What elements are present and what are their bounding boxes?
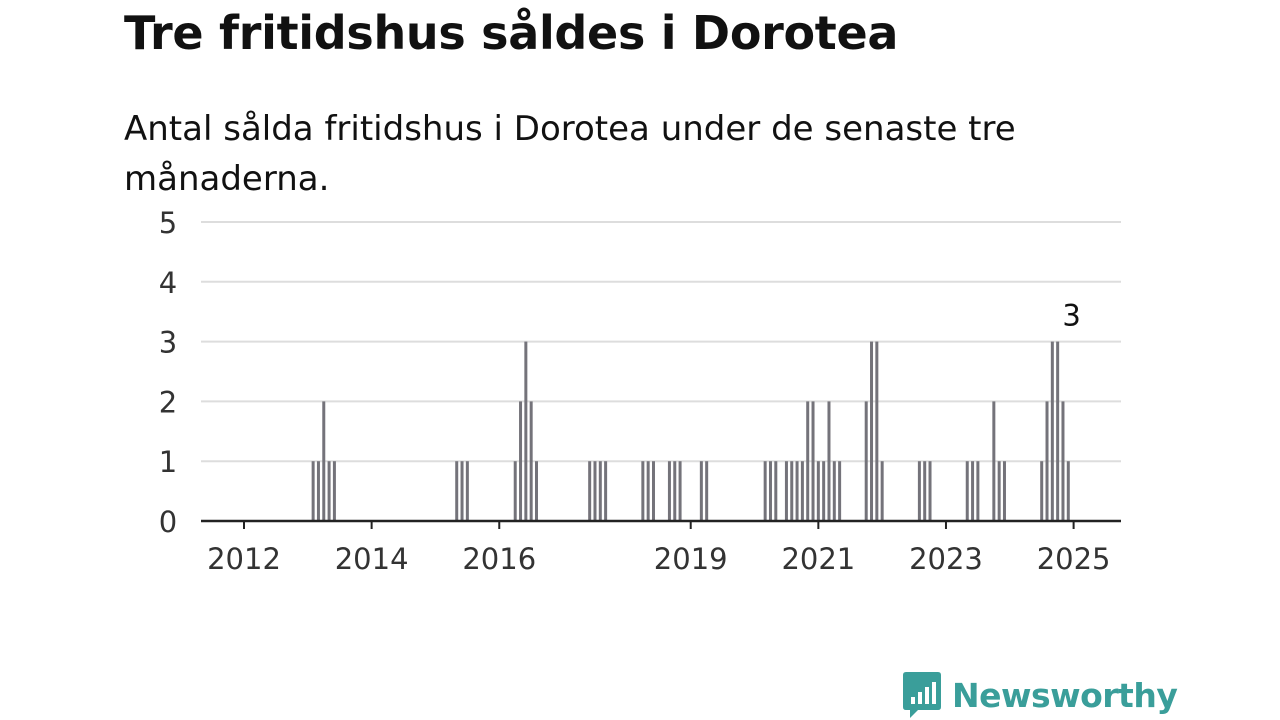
bar-2021-05 bbox=[838, 461, 842, 521]
bar-2024-11 bbox=[1061, 401, 1065, 521]
bar-2020-11 bbox=[806, 401, 810, 521]
y-tick-label-1: 1 bbox=[159, 445, 177, 479]
bar-2013-06 bbox=[332, 461, 336, 521]
bar-2024-10 bbox=[1056, 341, 1060, 521]
bar-2021-12 bbox=[875, 341, 879, 521]
y-tick-label-0: 0 bbox=[159, 505, 177, 539]
page-subtitle: Antal sålda fritidshus i Dorotea under d… bbox=[124, 109, 1016, 199]
bar-2020-10 bbox=[800, 461, 804, 521]
bar-2020-08 bbox=[790, 461, 794, 521]
bar-2023-05 bbox=[965, 461, 969, 521]
y-tick-label-5: 5 bbox=[159, 206, 177, 240]
bar-2013-04 bbox=[322, 401, 326, 521]
bar-2017-07 bbox=[593, 461, 597, 521]
x-axis-ticks: 2012 2014 2016 2019 2021 2023 2025 bbox=[207, 521, 1111, 576]
bar-2013-02 bbox=[311, 461, 315, 521]
y-tick-label-4: 4 bbox=[159, 266, 177, 300]
bar-2021-04 bbox=[832, 461, 836, 521]
bar-2021-03 bbox=[827, 401, 831, 521]
bar-2018-11 bbox=[678, 461, 682, 521]
bar-2020-12 bbox=[811, 401, 815, 521]
x-tick-label-2016: 2016 bbox=[462, 542, 536, 576]
bar-2019-04 bbox=[705, 461, 709, 521]
bar-2016-06 bbox=[524, 341, 528, 521]
bar-2022-01 bbox=[880, 461, 884, 521]
x-tick-label-2023: 2023 bbox=[909, 542, 983, 576]
x-tick-label-2014: 2014 bbox=[335, 542, 409, 576]
bar-2016-04 bbox=[513, 461, 517, 521]
x-tick-label-2025: 2025 bbox=[1037, 542, 1111, 576]
x-tick-label-2021: 2021 bbox=[781, 542, 855, 576]
bar-2015-05 bbox=[455, 461, 459, 521]
bar-2024-07 bbox=[1040, 461, 1044, 521]
bar-2021-02 bbox=[822, 461, 826, 521]
bar-2019-03 bbox=[699, 461, 703, 521]
bar-2023-12 bbox=[1002, 461, 1006, 521]
bar-chart-speech-bubble-icon bbox=[903, 672, 941, 718]
bar-2020-07 bbox=[784, 461, 788, 521]
x-tick-label-2019: 2019 bbox=[654, 542, 728, 576]
bar-2016-08 bbox=[534, 461, 538, 521]
bar-2020-04 bbox=[768, 461, 772, 521]
bar-2022-09 bbox=[923, 461, 927, 521]
bar-2021-01 bbox=[816, 461, 820, 521]
bar-2024-08 bbox=[1045, 401, 1049, 521]
bar-2024-12 bbox=[1066, 461, 1070, 521]
bar-2018-06 bbox=[651, 461, 655, 521]
bar-2015-06 bbox=[460, 461, 464, 521]
bar-2018-09 bbox=[667, 461, 671, 521]
bar-2018-04 bbox=[641, 461, 645, 521]
y-axis-ticks: 0 1 2 3 4 5 bbox=[159, 206, 177, 539]
bar-2017-08 bbox=[598, 461, 602, 521]
bar-2023-07 bbox=[976, 461, 980, 521]
bar-2018-05 bbox=[646, 461, 650, 521]
bar-2018-10 bbox=[673, 461, 677, 521]
bar-2023-06 bbox=[971, 461, 975, 521]
data-labels: 3 bbox=[1060, 296, 1083, 335]
bar-2020-09 bbox=[795, 461, 799, 521]
data-label-highlight: 3 bbox=[1062, 299, 1080, 333]
bar-2021-11 bbox=[870, 341, 874, 521]
bar-2020-05 bbox=[774, 461, 778, 521]
bar-2017-09 bbox=[604, 461, 608, 521]
bar-2024-09 bbox=[1050, 341, 1054, 521]
y-tick-label-3: 3 bbox=[159, 326, 177, 360]
bar-2016-07 bbox=[529, 401, 533, 521]
x-tick-label-2012: 2012 bbox=[207, 542, 281, 576]
bar-2023-11 bbox=[997, 461, 1001, 521]
bar-2013-03 bbox=[316, 461, 320, 521]
bar-2021-10 bbox=[864, 401, 868, 521]
grid-lines bbox=[201, 221, 1121, 463]
bars bbox=[311, 341, 1070, 521]
bar-2016-05 bbox=[519, 401, 523, 521]
bar-2020-03 bbox=[763, 461, 767, 521]
bar-2017-06 bbox=[588, 461, 592, 521]
page-title: Tre fritidshus såldes i Dorotea bbox=[124, 6, 899, 60]
bar-2022-08 bbox=[917, 461, 921, 521]
newsworthy-brand[interactable]: Newsworthy bbox=[902, 670, 1178, 720]
bar-2015-07 bbox=[465, 461, 469, 521]
bar-2013-05 bbox=[327, 461, 331, 521]
brand-name: Newsworthy bbox=[952, 675, 1178, 715]
bar-2022-10 bbox=[928, 461, 932, 521]
bar-2023-10 bbox=[992, 401, 996, 521]
y-tick-label-2: 2 bbox=[159, 385, 177, 419]
